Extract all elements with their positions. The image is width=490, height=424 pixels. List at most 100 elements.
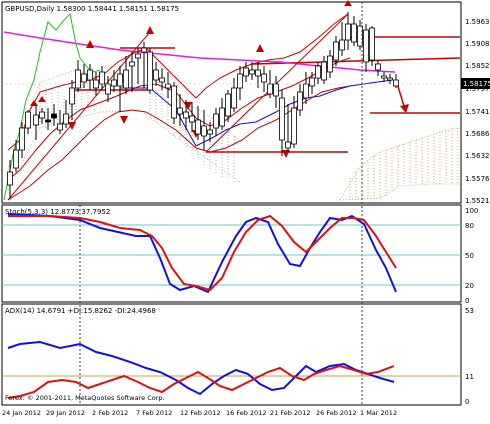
price-label: 1.59630 [465,18,490,26]
bull-candle[interactable] [321,61,327,81]
bull-candle[interactable] [237,73,243,89]
bull-candle[interactable] [351,23,357,43]
bull-candle[interactable] [327,55,333,73]
bull-candle[interactable] [291,107,297,145]
bull-candle[interactable] [159,77,165,83]
price-label: 1.55765 [465,175,490,183]
svg-text:100: 100 [465,207,478,215]
bull-candle[interactable] [381,75,387,79]
bull-candle[interactable] [177,107,183,115]
svg-text:21 Feb 2012: 21 Feb 2012 [270,409,310,417]
bull-candle[interactable] [303,83,309,99]
bull-candle[interactable] [201,125,207,137]
price-label: 1.57416 [465,108,490,116]
ma-line [3,31,396,73]
bull-candle[interactable] [19,127,25,151]
bull-candle[interactable] [165,83,171,89]
bull-candle[interactable] [57,123,63,131]
adx-scale: 53 11 0 [465,307,474,406]
bull-candle[interactable] [225,93,231,117]
price-label: 1.56320 [465,152,490,160]
bull-candle[interactable] [123,69,129,89]
bull-candle[interactable] [369,27,375,61]
svg-text:16 Feb 2012: 16 Feb 2012 [226,409,266,417]
bull-candle[interactable] [243,67,249,77]
stoch-scale: 100 80 50 20 0 [465,207,478,305]
bull-candle[interactable] [273,83,279,97]
bull-candle[interactable] [13,149,19,169]
price-label: 1.56860 [465,130,490,138]
bull-candle[interactable] [7,171,13,186]
bull-candle[interactable] [87,69,93,81]
chikou-line [3,12,101,201]
bull-candle[interactable] [393,79,399,87]
bull-candle[interactable] [387,77,393,81]
bull-candle[interactable] [39,111,45,119]
bull-candle[interactable] [195,119,201,135]
stoch-pane[interactable] [1,204,462,303]
svg-text:29 Jan 2012: 29 Jan 2012 [46,409,85,417]
bull-candle[interactable] [117,73,123,87]
bull-candle[interactable] [189,115,195,123]
svg-text:2 Feb 2012: 2 Feb 2012 [92,409,128,417]
bull-candle[interactable] [279,97,285,141]
bull-candle[interactable] [345,23,351,41]
upper-band [7,13,349,151]
bull-candle[interactable] [33,114,39,126]
bull-candle[interactable] [69,87,75,105]
bull-candle[interactable] [105,83,111,95]
bull-candle[interactable] [81,73,87,83]
main-price-scale: 1.59630 1.59080 1.58525 1.57971 1.57416 … [465,18,490,205]
bull-candle[interactable] [25,111,31,129]
bull-candle[interactable] [183,111,189,119]
bull-candle[interactable] [231,87,237,109]
kijun-line [120,79,393,147]
adx-line [7,340,395,396]
bull-candle[interactable] [135,53,141,59]
bull-candle[interactable] [261,73,267,83]
bull-candle[interactable] [255,69,261,77]
bull-candle[interactable] [249,69,255,75]
bull-candle[interactable] [219,107,225,127]
stoch-title: Stoch(5,3,3) 12.8773 37.7952 [5,208,110,216]
bull-candle[interactable] [315,65,321,79]
bull-candle[interactable] [339,39,345,51]
svg-text:0: 0 [465,398,469,406]
bull-candle[interactable] [129,61,135,67]
bull-candle[interactable] [99,71,105,85]
bull-candle[interactable] [363,29,369,63]
bull-candle[interactable] [309,77,315,87]
price-label: 1.59080 [465,40,490,48]
svg-text:24 Jan 2012: 24 Jan 2012 [2,409,41,417]
current-price-tag: 1.58175 [461,78,490,89]
price-label: 1.58525 [465,62,490,70]
bear-candle[interactable] [45,119,51,123]
adx-pane[interactable] [1,303,462,406]
bull-candle[interactable] [297,91,303,111]
bull-candle[interactable] [285,141,291,149]
bull-candle[interactable] [171,85,177,119]
bull-candle[interactable] [153,69,159,81]
bull-candle[interactable] [207,129,213,135]
bull-candle[interactable] [141,47,147,53]
trend-line-2 [205,13,349,153]
bull-candle[interactable] [63,113,69,125]
bull-candle[interactable] [375,63,381,71]
svg-text:12 Feb 2012: 12 Feb 2012 [180,409,220,417]
bear-candle[interactable] [51,113,57,119]
svg-text:80: 80 [465,222,474,230]
bull-candle[interactable] [333,41,339,61]
bull-candle[interactable] [267,83,273,95]
plus-di-line [7,364,395,399]
bull-candle[interactable] [213,113,219,129]
bull-candle[interactable] [111,79,117,87]
bull-candle[interactable] [75,69,81,89]
svg-text:1 Mar 2012: 1 Mar 2012 [360,409,397,417]
svg-text:0: 0 [465,297,469,305]
copyright-text: Forex: © 2001-2011, MetaQuotes Software … [5,394,165,402]
svg-text:7 Feb 2012: 7 Feb 2012 [136,409,172,417]
main-chart-title: GBPUSD,Daily 1.58300 1.58441 1.58151 1.5… [5,5,179,13]
bull-candle[interactable] [147,51,153,91]
